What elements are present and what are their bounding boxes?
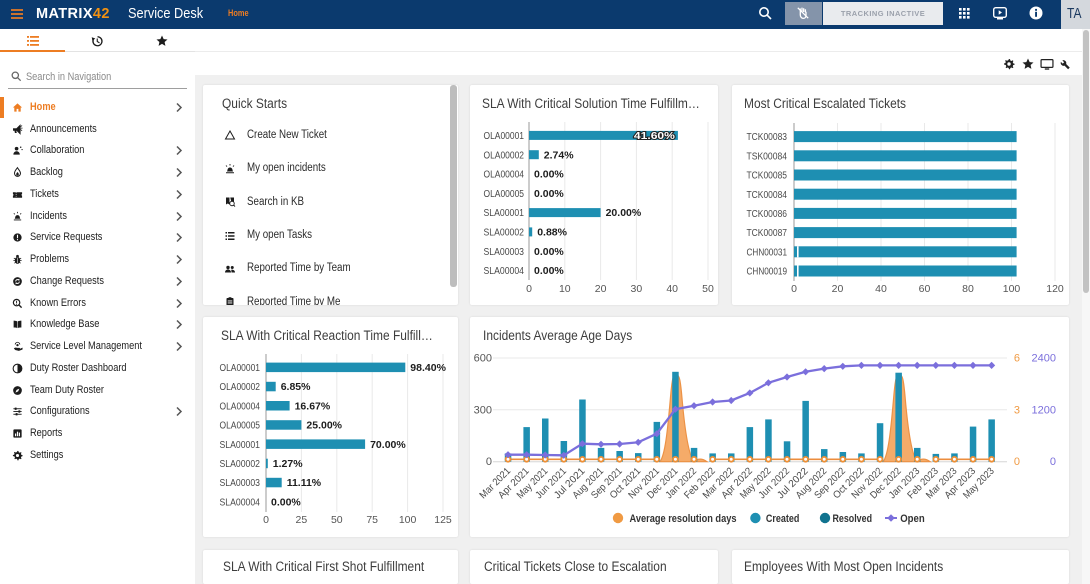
svg-text:SLA00004: SLA00004 (220, 497, 261, 508)
svg-text:0: 0 (1014, 456, 1020, 468)
svg-text:SLA00002: SLA00002 (220, 459, 261, 470)
svg-text:100: 100 (399, 514, 417, 526)
svg-text:600: 600 (474, 353, 492, 365)
svg-text:60: 60 (919, 283, 931, 295)
svg-text:75: 75 (366, 514, 378, 526)
svg-text:1200: 1200 (1032, 404, 1056, 416)
svg-text:SLA00001: SLA00001 (484, 208, 525, 219)
svg-text:40: 40 (875, 283, 887, 295)
svg-text:41.60%: 41.60% (634, 131, 675, 142)
svg-text:Open: Open (900, 513, 925, 525)
svg-text:0.88%: 0.88% (537, 227, 567, 239)
svg-text:20.00%: 20.00% (606, 207, 642, 219)
svg-text:OLA00002: OLA00002 (220, 382, 261, 393)
svg-text:TCK00087: TCK00087 (747, 228, 788, 239)
svg-text:50: 50 (331, 514, 343, 526)
svg-text:SLA00003: SLA00003 (484, 247, 525, 258)
svg-text:10: 10 (559, 283, 571, 295)
svg-text:30: 30 (631, 283, 643, 295)
svg-text:CHN00031: CHN00031 (747, 247, 788, 258)
svg-text:TCK00085: TCK00085 (747, 171, 788, 182)
svg-text:2400: 2400 (1032, 353, 1056, 365)
svg-text:20: 20 (832, 283, 844, 295)
svg-text:70.00%: 70.00% (370, 439, 406, 451)
svg-text:CHN00019: CHN00019 (747, 267, 788, 278)
svg-text:TCK00083: TCK00083 (747, 132, 788, 143)
svg-text:SLA00002: SLA00002 (484, 228, 525, 239)
svg-text:120: 120 (1046, 283, 1064, 295)
svg-text:11.11%: 11.11% (287, 477, 322, 489)
svg-text:OLA00002: OLA00002 (484, 150, 525, 161)
svg-text:16.67%: 16.67% (295, 400, 331, 412)
svg-text:2.74%: 2.74% (544, 149, 574, 161)
svg-text:0.00%: 0.00% (534, 169, 564, 181)
svg-text:SLA00003: SLA00003 (220, 478, 261, 489)
svg-text:6: 6 (1014, 353, 1020, 365)
svg-text:0.00%: 0.00% (534, 265, 564, 277)
svg-text:25.00%: 25.00% (306, 420, 342, 432)
svg-text:0.00%: 0.00% (271, 496, 301, 508)
svg-text:0.00%: 0.00% (534, 246, 564, 258)
svg-text:OLA00001: OLA00001 (220, 363, 261, 374)
svg-text:OLA00005: OLA00005 (220, 421, 261, 432)
svg-text:125: 125 (434, 514, 452, 526)
svg-text:OLA00005: OLA00005 (484, 189, 525, 200)
svg-text:98.40%: 98.40% (410, 362, 446, 374)
svg-text:TCK00086: TCK00086 (747, 209, 788, 220)
svg-text:100: 100 (1003, 283, 1021, 295)
svg-text:0: 0 (526, 283, 532, 295)
svg-text:0: 0 (263, 514, 269, 526)
svg-text:Created: Created (766, 513, 800, 525)
svg-text:0: 0 (486, 456, 492, 468)
svg-text:OLA00004: OLA00004 (220, 401, 261, 412)
svg-text:40: 40 (666, 283, 678, 295)
svg-text:OLA00004: OLA00004 (484, 170, 525, 181)
svg-text:1.27%: 1.27% (273, 458, 303, 470)
svg-text:SLA00001: SLA00001 (220, 440, 261, 451)
svg-text:TCK00084: TCK00084 (747, 190, 788, 201)
svg-text:50: 50 (702, 283, 714, 295)
svg-text:20: 20 (595, 283, 607, 295)
svg-text:Resolved: Resolved (833, 513, 873, 525)
svg-text:Average resolution days: Average resolution days (630, 513, 737, 525)
svg-text:SLA00004: SLA00004 (484, 266, 525, 277)
svg-text:0: 0 (1050, 456, 1056, 468)
svg-text:25: 25 (296, 514, 308, 526)
svg-text:OLA00001: OLA00001 (484, 131, 525, 142)
svg-text:300: 300 (474, 404, 492, 416)
svg-text:TSK00084: TSK00084 (747, 151, 788, 162)
svg-text:3: 3 (1014, 404, 1020, 416)
svg-text:80: 80 (962, 283, 974, 295)
svg-text:6.85%: 6.85% (281, 381, 311, 393)
svg-text:0: 0 (791, 283, 797, 295)
svg-text:0.00%: 0.00% (534, 188, 564, 200)
